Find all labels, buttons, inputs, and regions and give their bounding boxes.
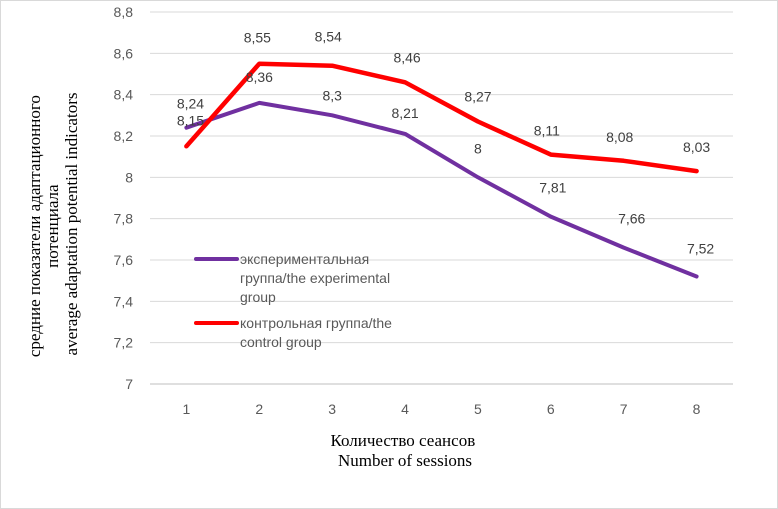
x-tick-label: 6 [547,401,555,417]
y-tick-label: 7,6 [114,252,134,268]
legend: экспериментальная группа/the experimental… [194,251,392,350]
legend-label: экспериментальная [240,251,369,267]
legend-label: контрольная группа/the [240,315,392,331]
data-label-control: 8,55 [244,30,271,46]
y-axis-title-line-1: средние показатели адаптационного [25,95,44,357]
x-tick-label: 5 [474,401,482,417]
data-label-experimental: 8,36 [246,69,273,85]
data-label-experimental: 7,52 [687,241,714,257]
x-tick-label: 7 [620,401,628,417]
data-label-control: 8,15 [177,112,204,128]
legend-label: group [240,289,276,305]
x-tick-label: 4 [401,401,409,417]
x-tick-label: 3 [328,401,336,417]
x-tick-label: 8 [693,401,701,417]
data-label-experimental: 8,3 [322,87,342,103]
y-tick-label: 8 [125,169,133,185]
x-axis-title-line-ru: Количество сеансов [331,431,476,450]
data-label-experimental: 7,81 [539,180,566,196]
data-label-experimental: 7,66 [618,211,645,227]
data-label-control: 8,46 [393,49,420,65]
y-tick-label: 7,8 [114,211,134,227]
gridlines [150,11,733,385]
y-axis-title: средние показатели адаптационного потенц… [25,91,81,357]
data-label-control: 8,27 [464,89,491,105]
legend-label: группа/the experimental [240,270,390,286]
data-label-control: 8,54 [315,29,342,45]
y-tick-label: 7 [125,376,133,392]
x-axis-title-line-en: Number of sessions [338,451,472,470]
data-label-control: 8,11 [534,123,560,139]
y-tick-label: 7,2 [114,335,134,351]
x-tick-label: 2 [255,401,263,417]
y-tick-label: 8,2 [114,128,134,144]
y-axis-title-line-3: average adaptation potential indicators [62,93,81,356]
y-tick-label: 8,4 [114,87,134,103]
y-tick-label: 8,6 [114,45,134,61]
x-axis-ticks: 1 2 3 4 5 6 7 8 [183,401,701,417]
series-lines [184,61,699,279]
data-label-control: 8,08 [606,129,633,145]
series-line-control [184,61,699,174]
y-axis-title-line-2: потенциала [43,184,62,268]
y-tick-label: 8,8 [114,4,134,20]
legend-label: control group [240,334,322,350]
x-tick-label: 1 [183,401,191,417]
y-tick-label: 7,4 [114,293,134,309]
data-label-experimental: 8,21 [391,105,418,121]
series-line-experimental [184,100,699,279]
x-axis-title: Количество сеансов Number of sessions [331,431,480,470]
data-labels: 8,24 8,36 8,3 8,21 8 7,81 7,66 7,52 8,15 8,55 8,54… [177,29,715,257]
data-label-control: 8,03 [683,139,710,155]
y-axis-ticks: 7 7,2 7,4 7,6 7,8 8 8,2 8,4 8,6 8,8 [114,4,134,392]
data-label-experimental: 8,24 [177,96,204,112]
data-label-experimental: 8 [474,140,482,156]
